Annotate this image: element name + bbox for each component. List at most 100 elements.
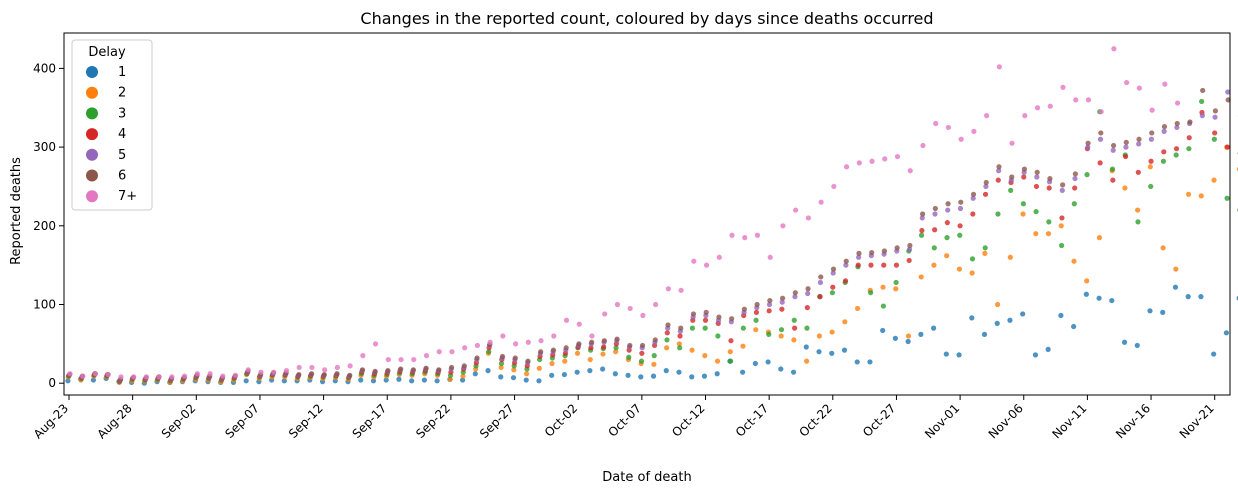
data-point	[895, 154, 900, 159]
data-point	[524, 377, 529, 382]
data-point	[691, 311, 696, 316]
data-point	[1071, 259, 1076, 264]
data-point	[80, 374, 85, 379]
data-point	[396, 377, 401, 382]
y-tick-label: 200	[33, 219, 56, 233]
data-point	[424, 366, 429, 371]
data-point	[716, 314, 721, 319]
data-point	[1136, 141, 1141, 146]
data-point	[1096, 296, 1101, 301]
data-point	[373, 369, 378, 374]
data-point	[996, 178, 1001, 183]
data-point	[806, 215, 811, 220]
data-point	[562, 372, 567, 377]
data-point	[1022, 167, 1027, 172]
data-point	[677, 333, 682, 338]
data-point	[804, 344, 809, 349]
data-point	[677, 345, 682, 350]
data-point	[779, 333, 784, 338]
data-point	[93, 371, 98, 376]
data-point	[575, 351, 580, 356]
chart-title: Changes in the reported count, coloured …	[360, 9, 933, 28]
data-point	[1046, 231, 1051, 236]
data-point	[676, 370, 681, 375]
data-point	[628, 306, 633, 311]
data-point	[1060, 188, 1065, 193]
data-point	[536, 378, 541, 383]
data-point	[334, 371, 339, 376]
data-point	[1034, 174, 1039, 179]
data-point	[1072, 176, 1077, 181]
data-point	[1072, 201, 1077, 206]
data-point	[767, 298, 772, 303]
data-point	[1187, 119, 1192, 124]
data-point	[868, 263, 873, 268]
data-point	[335, 365, 340, 370]
data-point	[551, 348, 556, 353]
data-point	[741, 326, 746, 331]
data-point	[1149, 130, 1154, 135]
data-point	[944, 235, 949, 240]
data-point	[920, 211, 925, 216]
y-tick-label: 300	[33, 140, 56, 154]
data-point	[1122, 340, 1127, 345]
data-point	[549, 373, 554, 378]
data-point	[932, 227, 937, 232]
data-point	[577, 322, 582, 327]
data-point	[817, 294, 822, 299]
data-point	[1200, 88, 1205, 93]
data-point	[753, 318, 758, 323]
data-point	[932, 245, 937, 250]
data-point	[233, 373, 238, 378]
data-point	[564, 318, 569, 323]
data-point	[639, 359, 644, 364]
data-point	[793, 290, 798, 295]
data-point	[614, 337, 619, 342]
data-point	[1034, 209, 1039, 214]
data-point	[1160, 310, 1165, 315]
data-point	[907, 258, 912, 263]
data-point	[689, 374, 694, 379]
data-point	[842, 348, 847, 353]
data-point	[602, 338, 607, 343]
data-point	[1212, 130, 1217, 135]
data-point	[766, 359, 771, 364]
data-point	[1022, 113, 1027, 118]
data-point	[982, 332, 987, 337]
data-point	[779, 327, 784, 332]
data-point	[409, 378, 414, 383]
data-point	[995, 211, 1000, 216]
data-point	[945, 220, 950, 225]
data-point	[791, 370, 796, 375]
data-point	[970, 211, 975, 216]
data-point	[767, 308, 772, 313]
data-point	[818, 274, 823, 279]
data-point	[894, 280, 899, 285]
data-point	[1086, 97, 1091, 102]
data-point	[829, 351, 834, 356]
data-point	[1186, 294, 1191, 299]
data-point	[918, 332, 923, 337]
data-point	[702, 374, 707, 379]
data-point	[575, 370, 580, 375]
legend-label: 3	[118, 106, 126, 121]
legend-marker	[86, 149, 98, 161]
data-point	[780, 223, 785, 228]
data-point	[1035, 170, 1040, 175]
data-point	[664, 345, 669, 350]
data-point	[717, 255, 722, 260]
data-point	[856, 251, 861, 256]
data-point	[830, 329, 835, 334]
data-point	[1099, 109, 1104, 114]
data-point	[983, 192, 988, 197]
data-point	[525, 359, 530, 364]
data-point	[945, 201, 950, 206]
data-point	[804, 359, 809, 364]
data-point	[1033, 231, 1038, 236]
data-point	[1034, 184, 1039, 189]
data-point	[970, 256, 975, 261]
data-point	[131, 374, 136, 379]
data-point	[169, 374, 174, 379]
data-point	[1135, 219, 1140, 224]
data-point	[703, 326, 708, 331]
